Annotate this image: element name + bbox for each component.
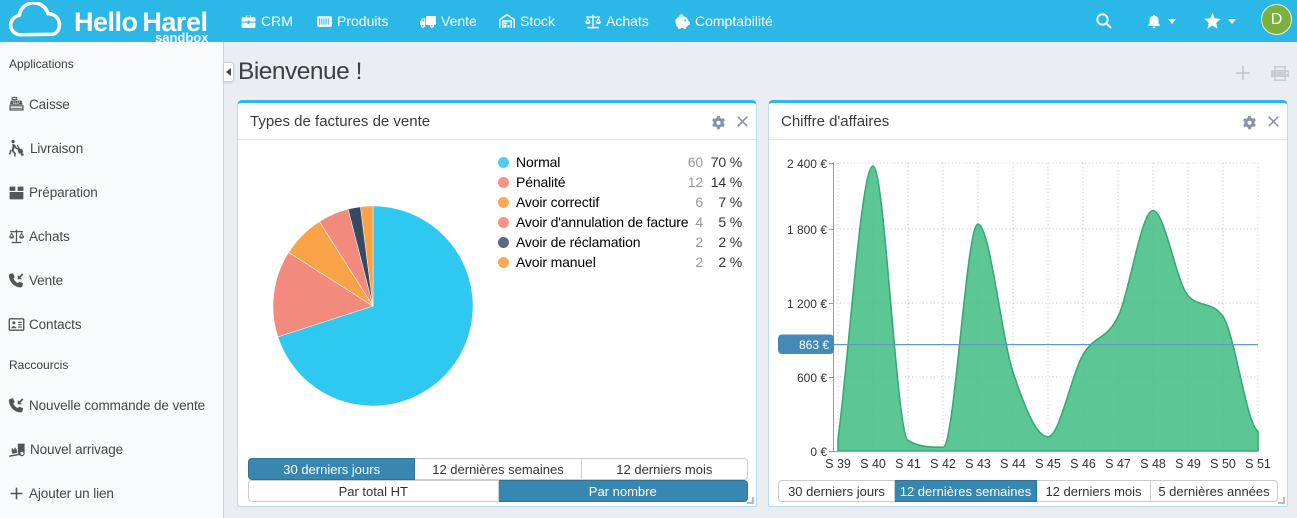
svg-text:S 42: S 42: [930, 457, 956, 471]
svg-text:S 44: S 44: [1000, 457, 1026, 471]
svg-text:S 43: S 43: [965, 457, 991, 471]
svg-text:S 46: S 46: [1070, 457, 1096, 471]
svg-text:1 200 €: 1 200 €: [787, 297, 827, 311]
svg-text:1 800 €: 1 800 €: [787, 223, 827, 237]
svg-text:S 40: S 40: [860, 457, 886, 471]
svg-text:S 50: S 50: [1210, 457, 1236, 471]
svg-text:S 49: S 49: [1175, 457, 1201, 471]
svg-text:S 41: S 41: [895, 457, 921, 471]
svg-text:600 €: 600 €: [797, 371, 827, 385]
svg-text:S 39: S 39: [825, 457, 851, 471]
svg-text:S 47: S 47: [1105, 457, 1131, 471]
svg-text:2 400 €: 2 400 €: [787, 157, 827, 171]
svg-text:S 51: S 51: [1245, 457, 1271, 471]
svg-text:S 48: S 48: [1140, 457, 1166, 471]
svg-text:0 €: 0 €: [810, 445, 827, 459]
svg-text:S 45: S 45: [1035, 457, 1061, 471]
svg-text:863 €: 863 €: [799, 338, 829, 352]
